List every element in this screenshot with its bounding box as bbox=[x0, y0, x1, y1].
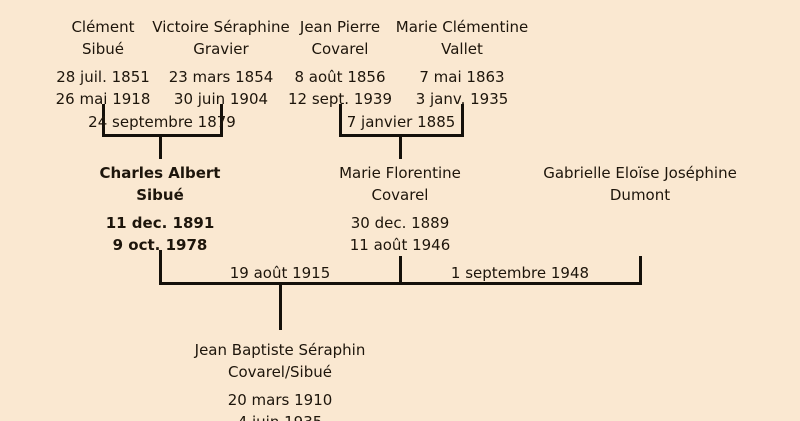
person-first-name: Gabrielle Eloïse Joséphine bbox=[543, 164, 737, 182]
person-last-name: Vallet bbox=[441, 40, 483, 58]
person-first-name: Clément bbox=[71, 18, 135, 36]
person-birth-date: 11 dec. 1891 bbox=[105, 214, 215, 232]
person-last-name: Covarel bbox=[371, 186, 429, 204]
marriage-date-label: 19 août 1915 bbox=[229, 264, 331, 282]
person-death-date: 4 juin 1935 bbox=[195, 411, 366, 421]
person-first-name: Marie Florentine bbox=[339, 164, 461, 182]
marriage-line bbox=[102, 134, 223, 137]
person-gabrielle-dumont[interactable]: Gabrielle Eloïse Joséphine Dumont bbox=[543, 162, 737, 206]
person-birth-date: 23 mars 1854 bbox=[168, 68, 274, 86]
person-first-name: Jean Baptiste Séraphin bbox=[194, 341, 366, 359]
person-last-name: Covarel/Sibué bbox=[228, 363, 332, 381]
descent-line bbox=[639, 256, 642, 285]
person-first-name: Marie Clémentine bbox=[395, 18, 529, 36]
person-birth-date: 28 juil. 1851 bbox=[56, 68, 150, 86]
person-last-name: Sibué bbox=[136, 186, 184, 204]
marriage-date-label: 24 septembre 1879 bbox=[88, 113, 236, 131]
person-marie-clementine-vallet[interactable]: Marie Clémentine Vallet 7 mai 1863 3 jan… bbox=[396, 16, 528, 110]
person-first-name: Charles Albert bbox=[99, 164, 221, 182]
person-first-name: Jean Pierre bbox=[299, 18, 381, 36]
person-death-date: 30 juin 1904 bbox=[173, 90, 269, 108]
child-line bbox=[399, 137, 402, 159]
person-charles-albert-sibue[interactable]: Charles Albert Sibué 11 dec. 1891 9 oct.… bbox=[100, 162, 221, 256]
person-birth-date: 7 mai 1863 bbox=[419, 68, 505, 86]
marriage-line bbox=[339, 134, 464, 137]
descent-line bbox=[339, 104, 342, 137]
person-death-date: 26 mai 1918 bbox=[55, 90, 151, 108]
descent-line bbox=[461, 104, 464, 137]
descent-line bbox=[220, 104, 223, 137]
marriage-date-label: 1 septembre 1948 bbox=[450, 264, 590, 282]
descent-line bbox=[399, 256, 402, 285]
child-line bbox=[279, 285, 282, 330]
person-death-date: 9 oct. 1978 bbox=[112, 236, 208, 254]
person-jean-baptiste-covarel-sibue[interactable]: Jean Baptiste Séraphin Covarel/Sibué 20 … bbox=[195, 339, 366, 421]
person-jean-pierre-covarel[interactable]: Jean Pierre Covarel 8 août 1856 12 sept.… bbox=[288, 16, 392, 110]
child-line bbox=[159, 137, 162, 159]
person-death-date: 3 janv. 1935 bbox=[415, 90, 509, 108]
person-death-date: 12 sept. 1939 bbox=[287, 90, 393, 108]
person-marie-florentine-covarel[interactable]: Marie Florentine Covarel 30 dec. 1889 11… bbox=[339, 162, 461, 256]
person-last-name: Dumont bbox=[609, 186, 671, 204]
marriage-date-label: 7 janvier 1885 bbox=[346, 113, 456, 131]
person-victoire-gravier[interactable]: Victoire Séraphine Gravier 23 mars 1854 … bbox=[152, 16, 289, 110]
descent-line bbox=[102, 104, 105, 137]
person-clement-sibue[interactable]: Clément Sibué 28 juil. 1851 26 mai 1918 bbox=[56, 16, 151, 110]
marriage-line bbox=[159, 282, 642, 285]
person-last-name: Gravier bbox=[193, 40, 249, 58]
person-last-name: Sibué bbox=[82, 40, 124, 58]
person-birth-date: 20 mars 1910 bbox=[227, 391, 333, 409]
person-last-name: Covarel bbox=[311, 40, 369, 58]
person-birth-date: 8 août 1856 bbox=[294, 68, 386, 86]
person-birth-date: 30 dec. 1889 bbox=[350, 214, 450, 232]
person-first-name: Victoire Séraphine bbox=[152, 18, 290, 36]
descent-line bbox=[159, 250, 162, 285]
person-death-date: 11 août 1946 bbox=[349, 236, 451, 254]
